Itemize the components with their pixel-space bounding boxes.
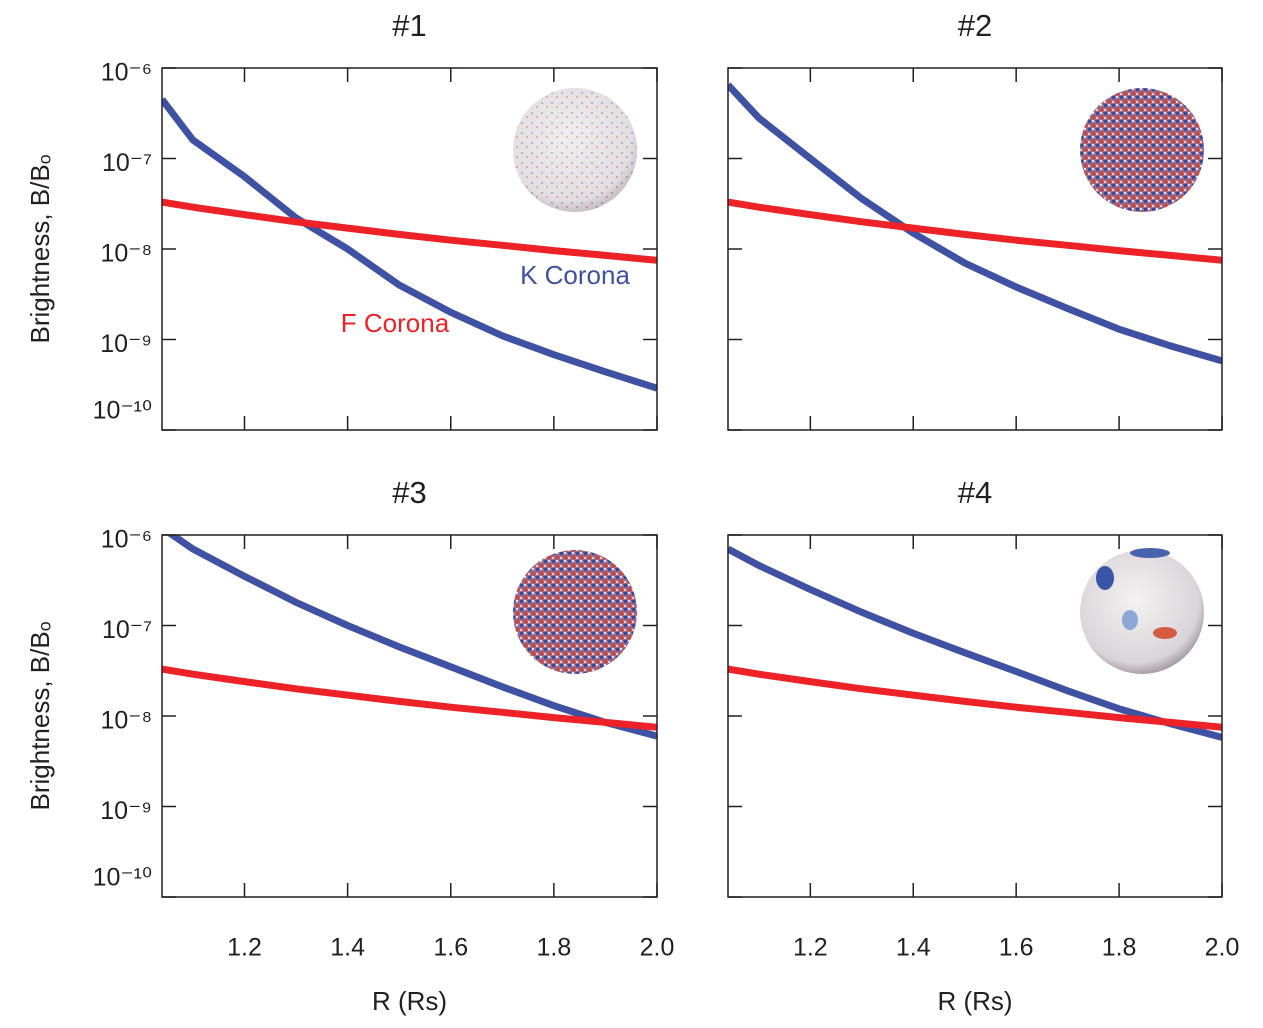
plot-frame <box>727 67 1223 431</box>
y-tick-label: 10⁻¹⁰ <box>93 397 152 425</box>
sun-spot <box>1130 548 1170 558</box>
series-line <box>728 198 1222 264</box>
y-tick-label: 10⁻⁷ <box>102 616 152 644</box>
series-line <box>162 97 657 392</box>
series-line <box>166 535 657 740</box>
y-tick-label: 10⁻⁸ <box>100 707 152 735</box>
x-tick-label: 1.8 <box>1102 934 1137 962</box>
y-axis-label: Brightness, B/Bₒ <box>25 154 55 343</box>
plot-frame <box>161 67 658 431</box>
sun-spot <box>1096 566 1114 590</box>
sun-image <box>1080 550 1204 674</box>
y-tick-label: 10⁻¹⁰ <box>93 864 152 892</box>
sun-spot <box>1122 610 1138 630</box>
x-tick-label: 2.0 <box>1205 934 1240 962</box>
x-tick-label: 1.6 <box>999 934 1034 962</box>
series-label: K Corona <box>520 260 630 290</box>
sun-spot <box>1153 627 1177 639</box>
x-tick-label: 1.2 <box>793 934 828 962</box>
panel: #1 10⁻¹⁰ 10⁻⁹ 10⁻⁸ 10⁻⁷ 10⁻⁶ Brightness, B/Bₒ K… <box>25 8 658 431</box>
series-line <box>728 665 1222 731</box>
y-tick-label: 10⁻⁶ <box>101 526 152 554</box>
sun-shade <box>513 88 637 212</box>
x-tick-label: 1.6 <box>433 934 468 962</box>
x-tick-label: 2.0 <box>640 934 675 962</box>
x-tick-label: 1.4 <box>896 934 931 962</box>
panel: #3 10⁻¹⁰ 10⁻⁹ 10⁻⁸ 10⁻⁷ 10⁻⁶ 1.2 1.4 1.6 1.8 2.0 R … <box>25 475 675 1016</box>
y-tick-label: 10⁻⁹ <box>100 330 152 358</box>
panel-title: #4 <box>958 475 992 510</box>
x-tick-label: 1.4 <box>330 934 365 962</box>
plot-frame <box>727 534 1223 898</box>
series-label: F Corona <box>341 308 450 338</box>
y-tick-label: 10⁻⁷ <box>102 149 152 177</box>
y-tick-label: 10⁻⁹ <box>100 797 152 825</box>
x-tick-label: 1.2 <box>227 934 262 962</box>
sun-images <box>513 88 1204 674</box>
sun-image <box>513 550 637 674</box>
panel: #4 1.2 1.4 1.6 1.8 2.0 R (Rs) <box>727 475 1240 1016</box>
panel-title: #2 <box>958 8 992 43</box>
x-axis-label: R (Rs) <box>372 986 447 1016</box>
x-axis-label: R (Rs) <box>937 986 1012 1016</box>
sun-image <box>1080 88 1204 212</box>
y-axis-label: Brightness, B/Bₒ <box>25 621 55 810</box>
panel-title: #3 <box>392 475 426 510</box>
y-tick-label: 10⁻⁶ <box>101 59 152 87</box>
series-line <box>162 198 657 264</box>
panel: #2 <box>727 8 1223 431</box>
series-line <box>728 545 1222 741</box>
series-line <box>728 82 1222 365</box>
series-line <box>162 665 657 731</box>
plot-frame <box>161 534 658 898</box>
x-tick-label: 1.8 <box>536 934 571 962</box>
panel-title: #1 <box>392 8 426 43</box>
y-tick-label: 10⁻⁸ <box>100 240 152 268</box>
